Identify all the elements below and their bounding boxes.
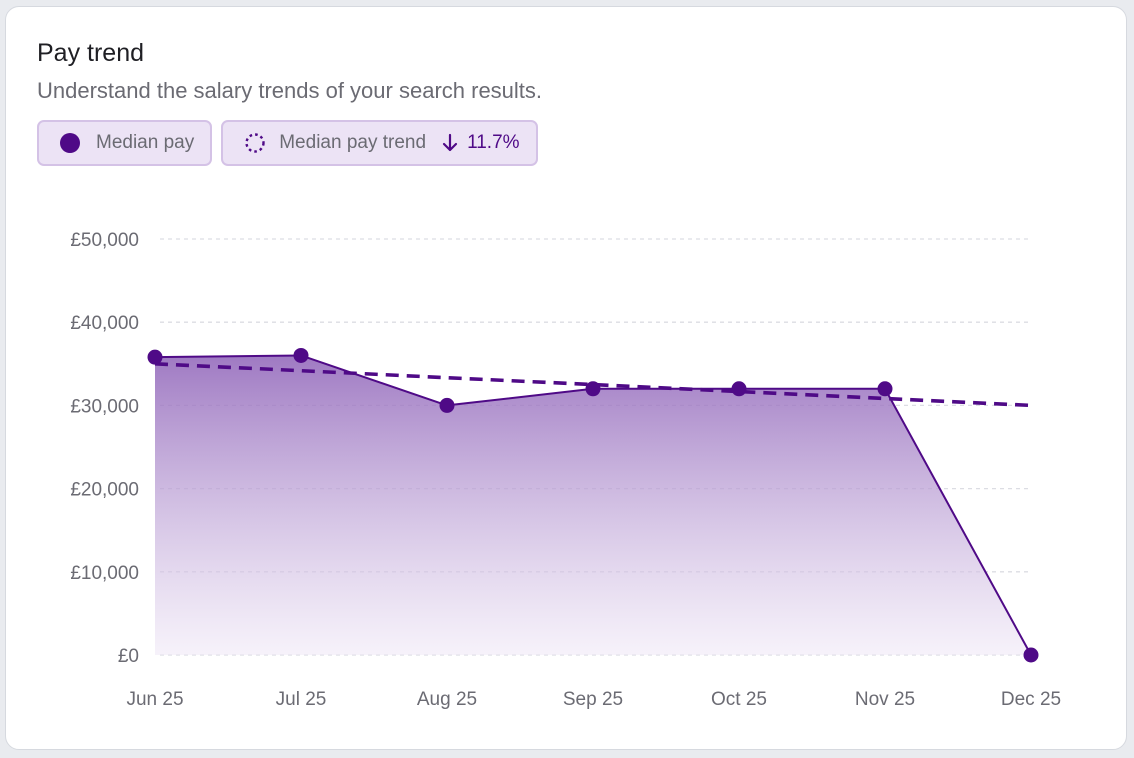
x-tick-label: Dec 25 xyxy=(1001,689,1061,710)
legend-median-pay-label: Median pay xyxy=(96,132,195,153)
legend-median-pay-trend-toggle[interactable]: Median pay trend 11.7% xyxy=(221,120,538,166)
median-pay-point xyxy=(439,397,455,413)
trend-change-value: 11.7% xyxy=(467,132,520,153)
filled-dot-icon xyxy=(60,133,80,153)
x-tick-label: Sep 25 xyxy=(563,689,623,710)
chart-legend: Median pay Median pay trend 11.7% xyxy=(37,120,538,166)
x-tick-label: Nov 25 xyxy=(855,689,915,710)
median-pay-point xyxy=(1023,647,1039,663)
median-pay-point xyxy=(877,381,893,397)
y-tick-label: £30,000 xyxy=(70,396,139,417)
median-pay-point xyxy=(585,381,601,397)
card-title: Pay trend xyxy=(37,39,145,67)
arrow-down-icon xyxy=(442,133,458,152)
y-tick-label: £50,000 xyxy=(70,230,139,251)
y-tick-label: £10,000 xyxy=(70,563,139,584)
x-tick-label: Oct 25 xyxy=(711,689,767,710)
legend-median-pay-toggle[interactable]: Median pay xyxy=(37,120,213,166)
median-pay-point xyxy=(147,349,163,365)
y-tick-label: £0 xyxy=(118,646,139,667)
median-pay-area xyxy=(155,355,1031,655)
x-tick-label: Jul 25 xyxy=(276,689,327,710)
legend-median-pay-trend-label: Median pay trend xyxy=(279,132,427,153)
card-subtitle: Understand the salary trends of your sea… xyxy=(37,78,543,103)
x-tick-label: Aug 25 xyxy=(417,689,477,710)
y-tick-label: £20,000 xyxy=(70,480,139,501)
dotted-circle-icon xyxy=(245,133,265,153)
median-pay-point xyxy=(293,347,309,363)
x-tick-label: Jun 25 xyxy=(126,689,183,710)
median-pay-point xyxy=(731,381,747,397)
y-tick-label: £40,000 xyxy=(70,313,139,334)
